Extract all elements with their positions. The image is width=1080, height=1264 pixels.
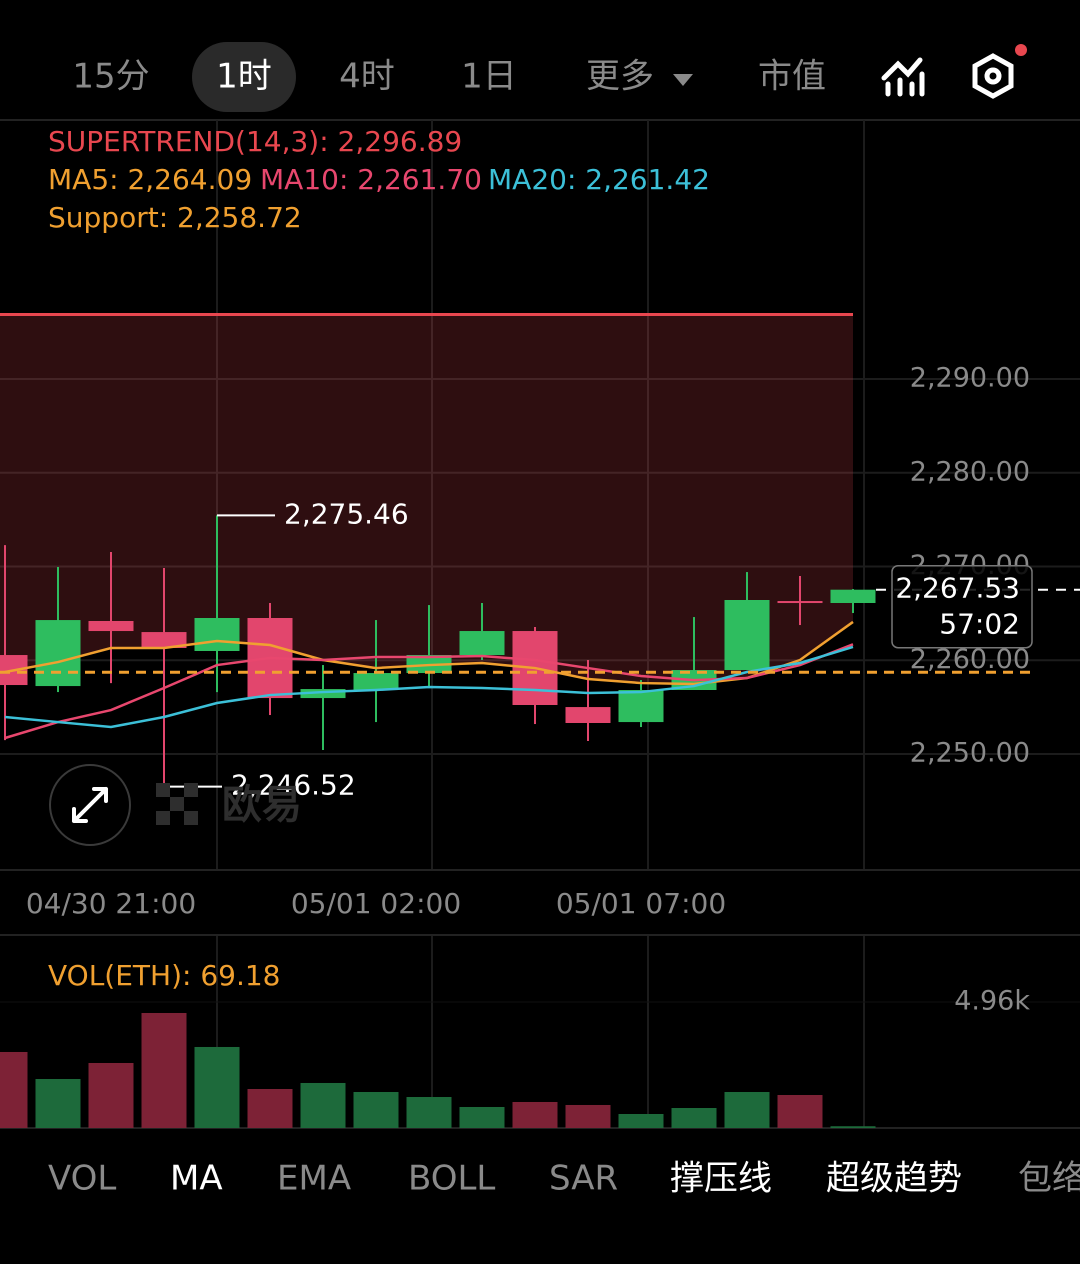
candle-body: [194, 618, 240, 651]
price-plot: 2,290.002,280.002,270.002,260.002,250.00…: [0, 312, 1080, 802]
candle-body: [35, 620, 81, 687]
volume-bar: [247, 1089, 293, 1128]
annotation-label: 2,275.46: [284, 497, 409, 530]
volume-bar: [724, 1092, 770, 1128]
volume-legend: VOL(ETH): 69.18: [48, 959, 281, 992]
volume-bar: [300, 1082, 346, 1128]
indicator-tab[interactable]: MA: [170, 1159, 223, 1199]
candle-body: [618, 690, 664, 723]
candle-body: [830, 589, 876, 603]
last-price-box: [891, 564, 1033, 649]
supertrend-legend: SUPERTREND(14,3): 2,296.89: [48, 125, 462, 158]
candle-body: [353, 673, 399, 690]
ma-line: [4, 643, 854, 740]
x-tick-label: 05/01 02:00: [291, 887, 461, 920]
timeframe-tab[interactable]: 15分: [72, 57, 149, 97]
y-tick-label: 2,260.00: [910, 644, 1030, 675]
y-tick-label: 2,250.00: [910, 738, 1030, 769]
candle-body: [565, 707, 611, 723]
y-tick-label: 2,290.00: [910, 363, 1030, 394]
y-tick-label: 4.96k: [954, 985, 1030, 1016]
volume-bar: [565, 1104, 611, 1128]
volume-plot: 4.96k: [0, 985, 1080, 1128]
volume-bar: [35, 1078, 81, 1128]
x-tick-label: 05/01 07:00: [556, 887, 726, 920]
volume-bar: [459, 1106, 505, 1128]
chart-style-icon[interactable]: [881, 57, 925, 97]
candle-body: [141, 632, 187, 648]
settings-icon[interactable]: [972, 44, 1027, 99]
timeframe-tab[interactable]: 1日: [461, 57, 517, 97]
indicator-tab[interactable]: 超级趋势: [826, 1159, 962, 1199]
last-price-label: 2,267.53: [895, 572, 1020, 605]
ma-legend: MA5: 2,264.09: [48, 163, 252, 196]
indicator-tab[interactable]: 包络: [1018, 1159, 1080, 1199]
dropdown-arrow[interactable]: [673, 74, 693, 86]
x-tick-label: 04/30 21:00: [26, 887, 196, 920]
ma-line: [4, 645, 854, 729]
candle-body: [777, 601, 823, 604]
candle-body: [459, 631, 505, 656]
ma-legend: MA10: 2,261.70: [260, 163, 482, 196]
countdown-label: 57:02: [939, 608, 1020, 641]
supertrend-fill: [0, 314, 853, 684]
volume-bar: [0, 1051, 28, 1128]
timeframe-tab[interactable]: 1时: [216, 57, 272, 97]
timeframe-tab[interactable]: 更多: [586, 57, 654, 97]
indicator-tab[interactable]: VOL: [48, 1159, 116, 1199]
support-legend: Support: 2,258.72: [48, 201, 302, 234]
volume-bar: [406, 1097, 452, 1128]
volume-bar: [353, 1092, 399, 1128]
y-tick-label: 2,280.00: [910, 456, 1030, 487]
volume-bar: [194, 1046, 240, 1128]
volume-bar: [618, 1114, 664, 1128]
active-tab-bg: [192, 42, 296, 112]
candle-body: [724, 600, 770, 671]
expand-button[interactable]: [49, 764, 131, 846]
annotation-label: 2,246.52: [231, 769, 356, 802]
watermark-logo: [156, 783, 198, 825]
watermark: 欧易: [222, 782, 302, 828]
indicator-tab[interactable]: SAR: [549, 1159, 618, 1199]
indicator-tab[interactable]: 撑压线: [670, 1159, 772, 1199]
volume-bar: [88, 1062, 134, 1128]
indicator-tab[interactable]: EMA: [277, 1159, 351, 1199]
timeframe-tab[interactable]: 4时: [339, 57, 395, 97]
volume-bar: [830, 1126, 876, 1128]
volume-bar: [777, 1094, 823, 1128]
volume-bar: [671, 1108, 717, 1128]
timeframe-tab[interactable]: 市值: [758, 57, 826, 97]
candle-body: [300, 689, 346, 699]
volume-bar: [141, 1012, 187, 1128]
indicator-tab[interactable]: BOLL: [408, 1159, 495, 1199]
volume-bar: [512, 1101, 558, 1128]
candle-body: [88, 621, 134, 632]
ma-legend: MA20: 2,261.42: [488, 163, 710, 196]
vertical-grid: [216, 120, 865, 1128]
